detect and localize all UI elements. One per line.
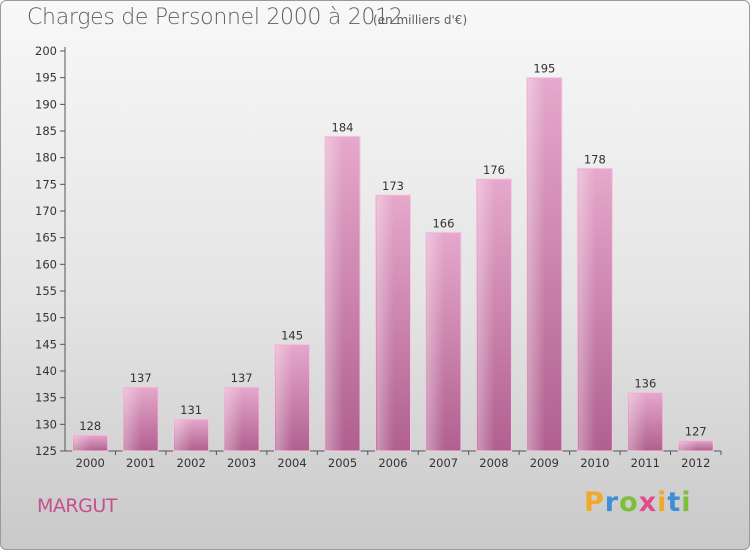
y-tick-label: 160	[35, 257, 57, 271]
y-tick-label: 170	[35, 204, 57, 218]
y-tick-label: 155	[35, 284, 57, 298]
bar-highlight	[275, 345, 294, 451]
bars	[72, 77, 714, 452]
bar-value-label: 176	[483, 163, 505, 177]
x-tick-label: 2004	[277, 456, 306, 470]
bar-value-label: 131	[180, 403, 202, 417]
y-tick-label: 125	[35, 444, 57, 458]
bar-value-label: 136	[634, 376, 656, 390]
chart-unit: (en milliers d'€)	[373, 13, 468, 27]
bar-highlight	[477, 180, 495, 451]
bar-value-label: 195	[533, 62, 555, 76]
bar-highlight	[628, 393, 647, 451]
bar-highlight	[73, 436, 92, 451]
logo-letter: o	[619, 487, 639, 518]
y-tick-label: 195	[35, 71, 57, 85]
x-tick-label: 2008	[479, 456, 508, 470]
bar-highlight	[326, 137, 344, 452]
bar-highlight	[376, 196, 394, 451]
bar-value-label: 127	[685, 424, 707, 438]
bar-value-label: 166	[432, 216, 454, 230]
axes: 125 130 135 140 145 150 155 160 165 170 175 180 185 1…	[35, 44, 722, 470]
x-tick-label: 2003	[227, 456, 256, 470]
proxiti-logo: Proxiti	[584, 487, 692, 518]
y-tick-label: 135	[35, 391, 57, 405]
x-tick-label: 2000	[76, 456, 105, 470]
bar-highlight	[426, 233, 445, 451]
y-tick-label: 190	[35, 97, 57, 111]
bar-highlight	[124, 388, 142, 451]
x-tick-label: 2002	[177, 456, 206, 470]
logo-letter: r	[604, 487, 620, 518]
logo-letter: x	[638, 487, 658, 518]
x-tick-label: 2011	[631, 456, 660, 470]
y-tick-label: 140	[35, 364, 57, 378]
logo-letter: i	[657, 487, 668, 518]
logo-letter: i	[681, 487, 692, 518]
bar-value-label: 137	[231, 371, 253, 385]
logo-letter: P	[584, 487, 605, 518]
y-tick-label: 150	[35, 311, 57, 325]
y-tick-label: 200	[35, 44, 57, 58]
x-tick-label: 2009	[530, 456, 559, 470]
bar-value-label: 128	[79, 419, 101, 433]
bar-highlight	[527, 78, 546, 452]
y-tick-label: 185	[35, 124, 57, 138]
bar-highlight	[174, 420, 193, 451]
logo-letter: t	[667, 487, 682, 518]
y-tick-label: 145	[35, 337, 57, 351]
bar-highlight	[225, 388, 243, 451]
x-tick-label: 2001	[126, 456, 155, 470]
value-labels: 128 137 131 137 145 184 173 166 176 195 178 136 127	[79, 62, 706, 439]
bar-value-label: 137	[130, 371, 152, 385]
y-tick-label: 175	[35, 177, 57, 191]
bar-highlight	[679, 441, 697, 451]
bar-value-label: 184	[332, 120, 354, 134]
x-tick-label: 2006	[378, 456, 407, 470]
y-tick-label: 165	[35, 231, 57, 245]
x-tick-label: 2010	[580, 456, 609, 470]
x-tick-label: 2005	[328, 456, 357, 470]
x-tick-label: 2012	[681, 456, 710, 470]
bar-value-label: 178	[584, 152, 606, 166]
bar-highlight	[578, 169, 596, 452]
chart-title: Charges de Personnel 2000 à 2012	[27, 5, 403, 30]
y-tick-label: 180	[35, 151, 57, 165]
y-tick-label: 130	[35, 417, 57, 431]
bar-value-label: 173	[382, 179, 404, 193]
place-name: MARGUT	[37, 495, 117, 517]
bar-value-label: 145	[281, 328, 303, 342]
x-tick-label: 2007	[429, 456, 458, 470]
